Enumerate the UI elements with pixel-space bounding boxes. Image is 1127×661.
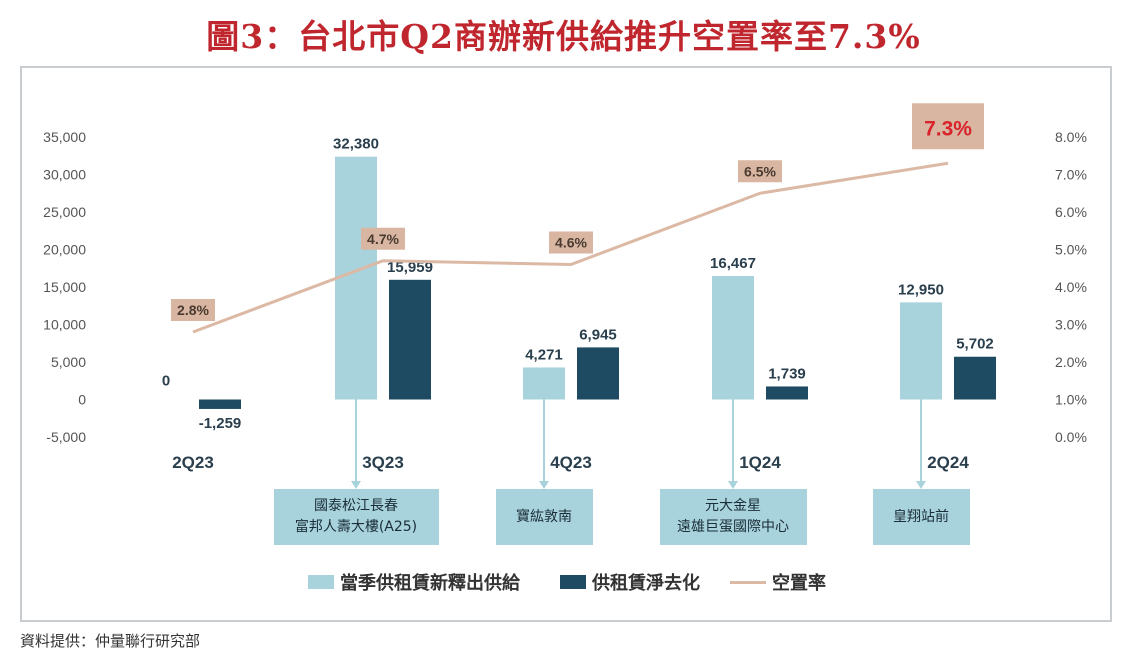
bar-net-absorption: [766, 386, 808, 400]
annotation-line: 元大金星: [705, 498, 761, 514]
bar-new-supply: [335, 156, 377, 400]
legend-item-vacancy: 空置率: [730, 570, 826, 594]
annotation-line: 富邦人壽大樓(A25): [294, 519, 418, 535]
legend-swatch-new-supply: [308, 575, 334, 589]
y-left-tick-label: 15,000: [43, 279, 86, 295]
x-tick-label: 2Q24: [927, 453, 969, 472]
bar-new-supply: [523, 367, 565, 400]
label-net-absorption: 1,739: [768, 365, 806, 382]
vacancy-label-box: [549, 231, 593, 254]
label-net-absorption: -1,259: [199, 415, 242, 432]
bar-net-absorption: [577, 347, 619, 400]
annotation-arrowhead: [916, 481, 926, 489]
annotation-box: 皇翔站前: [872, 489, 970, 545]
label-net-absorption: 6,945: [579, 326, 617, 343]
y-left-tick-label: 30,000: [43, 167, 86, 183]
vacancy-label: 6.5%: [744, 163, 776, 179]
source-note: 資料提供：仲量聯行研究部: [20, 632, 201, 650]
bar-net-absorption: [389, 279, 431, 400]
y-right-tick-label: 2.0%: [1055, 354, 1087, 370]
x-tick-label: 2Q23: [172, 453, 214, 472]
label-new-supply: 16,467: [710, 255, 756, 272]
legend-label-net-absorption: 供租賃淨去化: [592, 573, 700, 594]
annotation-box: 元大金星遠雄巨蛋國際中心: [659, 489, 807, 545]
y-right-tick-label: 1.0%: [1055, 392, 1087, 408]
vacancy-label: 2.8%: [177, 302, 209, 318]
y-left-tick-label: 5,000: [51, 354, 86, 370]
y-left-tick-label: 25,000: [43, 204, 86, 220]
x-tick-label: 4Q23: [550, 453, 592, 472]
vacancy-label: 4.7%: [367, 231, 399, 247]
chart-frame: [20, 66, 1112, 622]
annotation-arrowhead: [539, 481, 549, 489]
y-right-tick-label: 8.0%: [1055, 129, 1087, 145]
y-right-tick-label: 4.0%: [1055, 279, 1087, 295]
bar-net-absorption: [954, 356, 996, 400]
bar-net-absorption: [199, 399, 241, 409]
y-left-tick-label: 10,000: [43, 317, 86, 333]
bar-new-supply: [712, 275, 754, 400]
vacancy-label-highlight: 7.3%: [924, 117, 972, 140]
legend-swatch-vacancy: [730, 580, 766, 584]
vacancy-label-box-highlight: [912, 103, 984, 150]
annotation-arrowhead: [728, 481, 738, 489]
bar-new-supply: [900, 302, 942, 400]
y-left-tick-label: 35,000: [43, 129, 86, 145]
legend-item-new-supply: 當季供租賃新釋出供給: [308, 570, 520, 594]
x-tick-label: 1Q24: [739, 453, 781, 472]
x-tick-label: 3Q23: [362, 453, 404, 472]
vacancy-label: 4.6%: [555, 235, 587, 251]
label-new-supply: 0: [162, 373, 170, 390]
vacancy-label-box: [171, 299, 215, 321]
vacancy-line: [192, 161, 949, 334]
label-net-absorption: 15,959: [387, 259, 433, 276]
legend-swatch-net-absorption: [560, 575, 586, 589]
y-right-tick-label: 6.0%: [1055, 204, 1087, 220]
y-left-tick-label: -5,000: [46, 429, 86, 445]
label-new-supply: 12,950: [898, 281, 944, 298]
y-left-tick-label: 20,000: [43, 242, 86, 258]
annotation-line: 遠雄巨蛋國際中心: [677, 519, 789, 535]
annotation-arrowhead: [351, 481, 361, 489]
y-right-tick-label: 3.0%: [1055, 317, 1087, 333]
label-new-supply: 32,380: [333, 136, 379, 153]
annotation-line: 國泰松江長春: [314, 498, 398, 514]
label-new-supply: 4,271: [525, 346, 563, 363]
annotation-box: 寶紘敦南: [495, 489, 593, 545]
annotation-line: 寶紘敦南: [516, 508, 572, 525]
y-right-tick-label: 5.0%: [1055, 242, 1087, 258]
legend-label-vacancy: 空置率: [772, 573, 826, 594]
vacancy-label-box: [361, 227, 405, 250]
y-left-tick-label: 0: [78, 392, 86, 408]
legend-item-net-absorption: 供租賃淨去化: [560, 570, 700, 594]
vacancy-label-box: [738, 160, 782, 183]
y-right-tick-label: 0.0%: [1055, 429, 1087, 445]
legend-label-new-supply: 當季供租賃新釋出供給: [340, 573, 520, 594]
label-net-absorption: 5,702: [956, 336, 994, 353]
y-right-tick-label: 7.0%: [1055, 167, 1087, 183]
annotation-line: 皇翔站前: [893, 508, 949, 525]
annotation-box: 國泰松江長春富邦人壽大樓(A25): [273, 489, 439, 545]
chart-title: 圖3：台北市Q2商辦新供給推升空置率至7.3%: [206, 17, 921, 56]
